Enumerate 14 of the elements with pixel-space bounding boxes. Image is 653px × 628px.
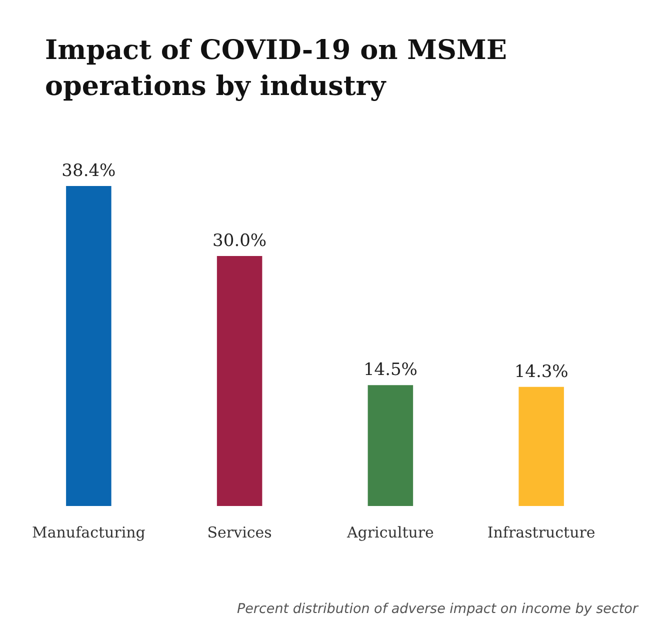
data-label: 14.5% xyxy=(363,360,418,380)
x-tick-label: Manufacturing xyxy=(32,524,146,542)
x-tick-label: Services xyxy=(207,524,272,542)
data-label: 30.0% xyxy=(212,231,267,251)
data-label: 14.3% xyxy=(514,362,568,382)
data-label: 38.4% xyxy=(62,161,116,181)
chart-title: Impact of COVID-19 on MSME operations by industry xyxy=(45,35,508,102)
text: Percent distribution of adverse impact on income by sector xyxy=(236,601,640,617)
x-tick-label: Infrastructure xyxy=(487,524,596,542)
bar xyxy=(66,186,112,506)
bar xyxy=(216,256,262,506)
bar xyxy=(368,385,414,506)
bar xyxy=(518,386,564,506)
x-tick-label: Agriculture xyxy=(346,524,434,542)
